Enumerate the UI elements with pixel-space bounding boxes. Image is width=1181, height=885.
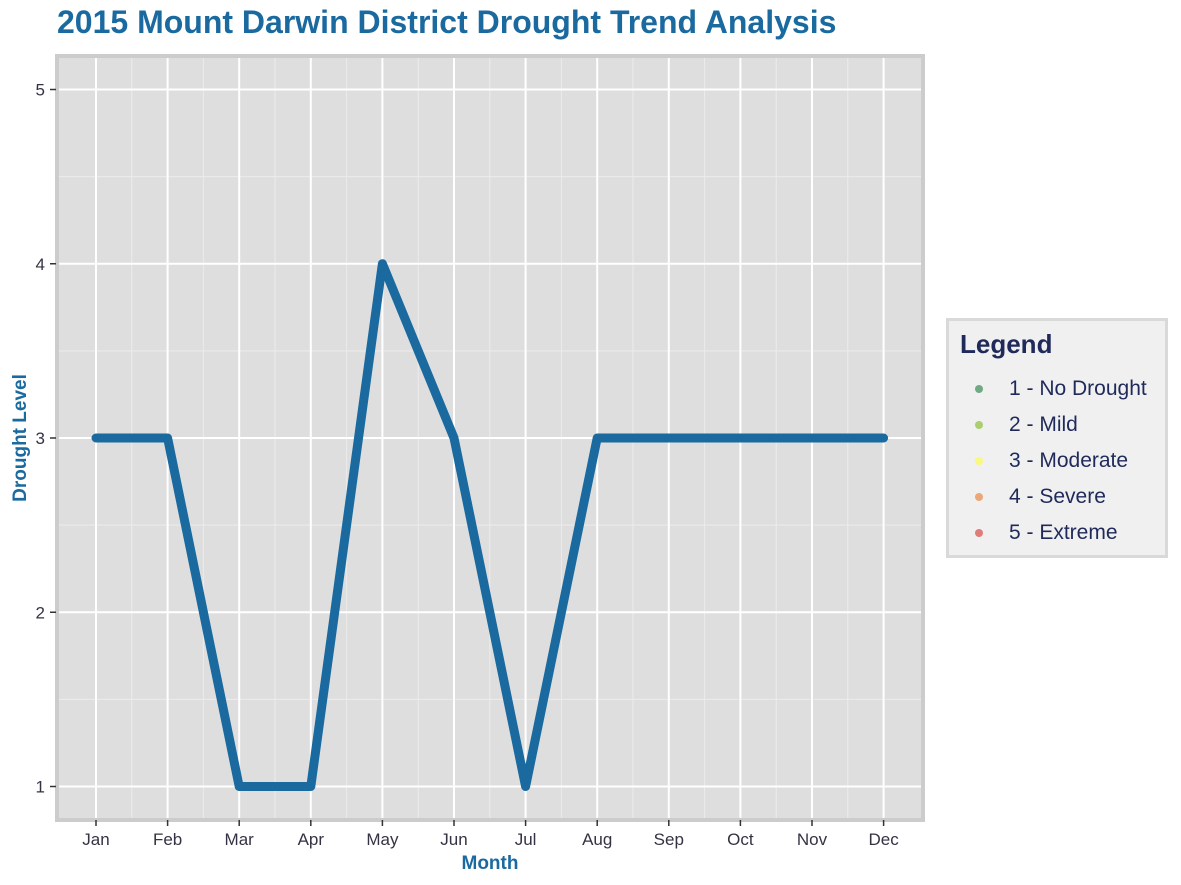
x-axis-title: Month bbox=[462, 853, 519, 874]
legend-swatch-icon bbox=[975, 421, 983, 429]
x-tick-label: Dec bbox=[868, 830, 899, 849]
y-axis-title: Drought Level bbox=[10, 374, 31, 502]
tick-labels: Jan Feb Mar Apr May Jun Jul Aug Sep Oct Nov Dec 1 2 3 4… bbox=[36, 81, 900, 850]
y-tick-label: 3 bbox=[36, 429, 45, 448]
x-tick-label: May bbox=[366, 830, 399, 849]
y-tick-label: 5 bbox=[36, 81, 45, 100]
legend-label: 4 - Severe bbox=[1009, 485, 1106, 508]
x-tick-label: Sep bbox=[654, 830, 684, 849]
legend-label: 5 - Extreme bbox=[1009, 521, 1118, 544]
legend-swatch-icon bbox=[975, 493, 983, 501]
x-tick-label: Oct bbox=[727, 830, 754, 849]
legend-swatch-icon bbox=[975, 529, 983, 537]
legend-label: 2 - Mild bbox=[1009, 413, 1078, 436]
chart-title: 2015 Mount Darwin District Drought Trend… bbox=[57, 4, 837, 40]
y-tick-label: 4 bbox=[36, 255, 45, 274]
x-tick-label: Jul bbox=[515, 830, 537, 849]
legend-title: Legend bbox=[960, 329, 1053, 359]
x-tick-label: Jun bbox=[440, 830, 467, 849]
x-tick-label: Jan bbox=[82, 830, 109, 849]
axis-ticks bbox=[50, 88, 885, 826]
y-tick-label: 2 bbox=[36, 603, 45, 622]
legend-swatch-icon bbox=[975, 457, 983, 465]
x-tick-label: Nov bbox=[797, 830, 828, 849]
legend-swatch-icon bbox=[975, 385, 983, 393]
x-tick-label: Apr bbox=[298, 830, 325, 849]
legend-item-severe: 4 - Severe bbox=[949, 485, 1169, 511]
x-tick-label: Aug bbox=[582, 830, 612, 849]
x-tick-label: Feb bbox=[153, 830, 182, 849]
legend: Legend 1 - No Drought 2 - Mild 3 - Moder… bbox=[946, 318, 1168, 558]
legend-item-moderate: 3 - Moderate bbox=[949, 449, 1169, 475]
legend-label: 1 - No Drought bbox=[1009, 377, 1147, 400]
x-tick-label: Mar bbox=[225, 830, 255, 849]
legend-item-mild: 2 - Mild bbox=[949, 413, 1169, 439]
legend-item-no-drought: 1 - No Drought bbox=[949, 377, 1169, 403]
series-layer bbox=[91, 259, 889, 791]
y-tick-label: 1 bbox=[36, 778, 45, 797]
legend-label: 3 - Moderate bbox=[1009, 449, 1129, 472]
drought-series-line bbox=[91, 259, 889, 791]
legend-item-extreme: 5 - Extreme bbox=[949, 521, 1169, 547]
